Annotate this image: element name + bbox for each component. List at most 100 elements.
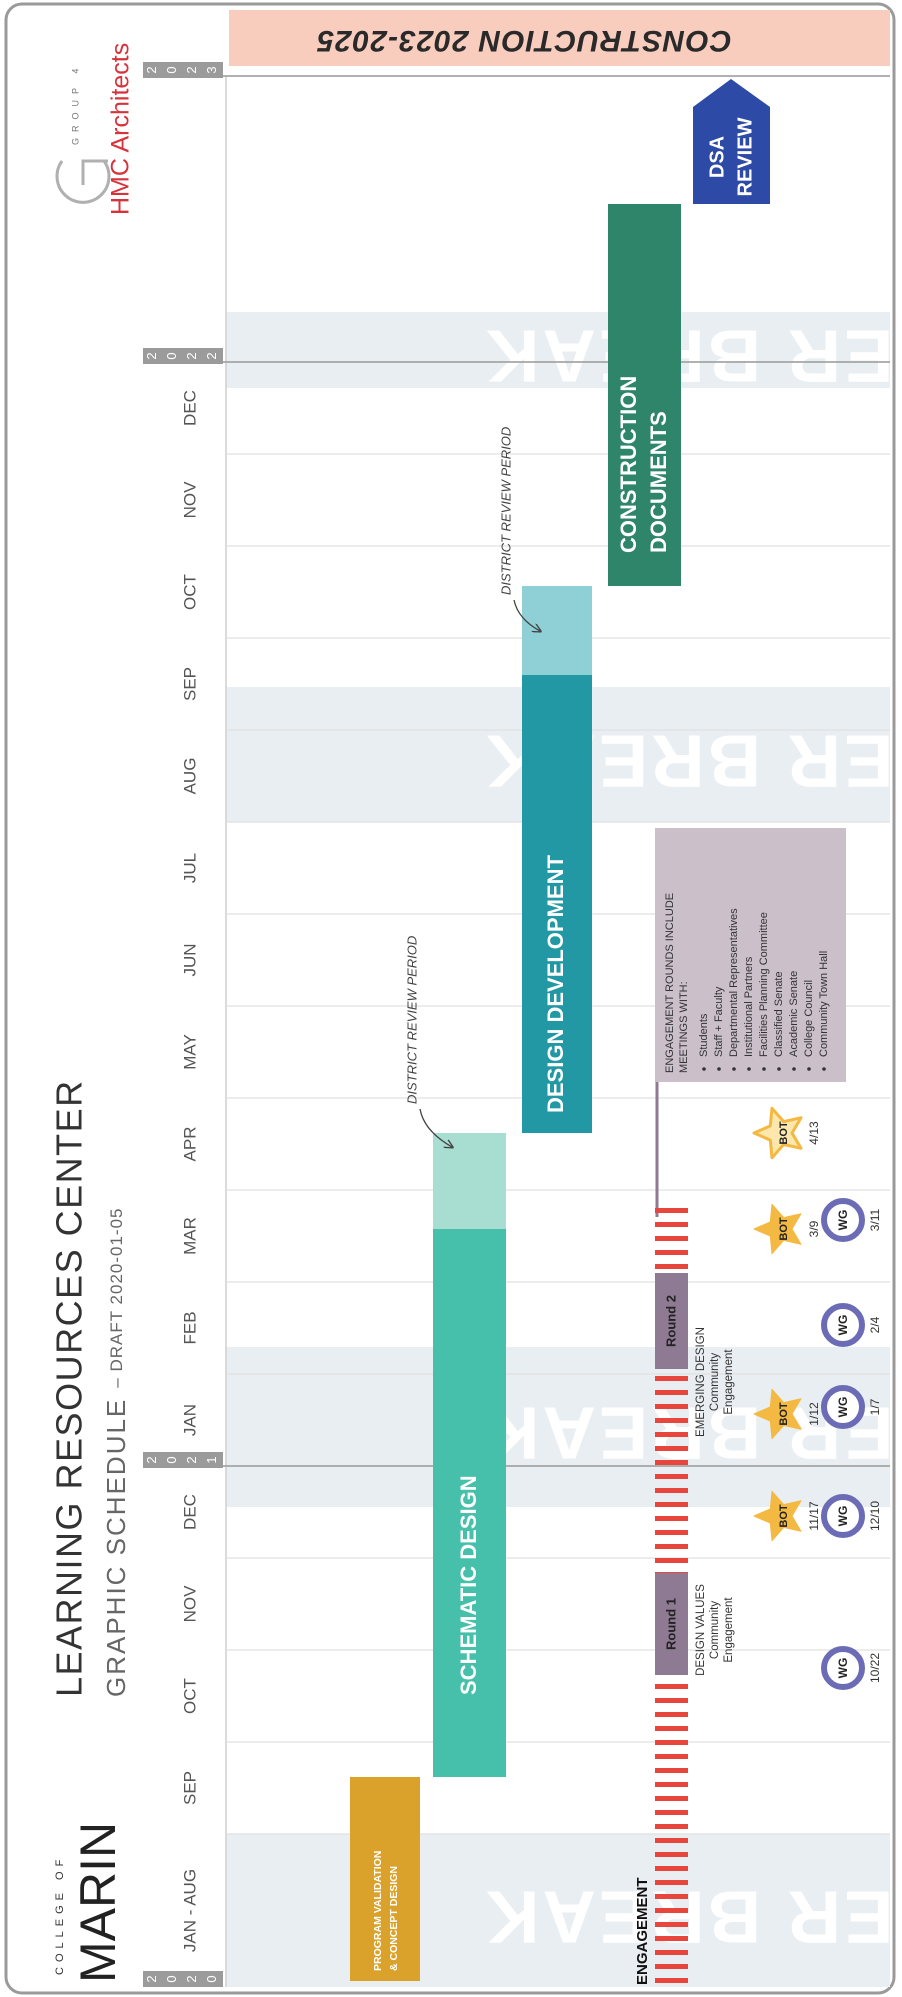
engagement-dash: [655, 1530, 688, 1535]
round-label: Round 1: [663, 1598, 678, 1650]
firm-group: GROUP 4: [70, 63, 80, 145]
firm-name: HMC Architects: [107, 43, 135, 215]
wg-date: 12/10: [868, 1501, 882, 1531]
month-label: MAR: [180, 1217, 199, 1255]
wg-date: 2/4: [868, 1316, 882, 1333]
bot-date: 4/13: [807, 1121, 821, 1145]
engagement-dash: [655, 1250, 688, 1255]
engagement-dash: [655, 1544, 688, 1549]
subtitle: GRAPHIC SCHEDULE – DRAFT 2020-01-05: [101, 1208, 131, 1698]
engagement-dash: [655, 1376, 688, 1381]
college-name: MARIN: [70, 1822, 126, 1983]
note-item: Institutional Partners: [743, 956, 755, 1057]
wg-circle: [821, 1494, 865, 1538]
engagement-dash: [655, 1446, 688, 1451]
engagement-dash: [655, 1222, 688, 1227]
engagement-dash: [655, 1460, 688, 1465]
phase-label: & CONCEPT DESIGN: [388, 1866, 400, 1971]
month-label: SEP: [180, 667, 199, 701]
wg-circle: [821, 1198, 865, 1242]
month-label: APR: [180, 1127, 199, 1162]
engagement-dash: [655, 1474, 688, 1479]
engagement-dash: [655, 1558, 688, 1563]
review-bar: [433, 1133, 506, 1229]
year-marker: [143, 62, 223, 78]
engagement-dash: [655, 1894, 688, 1899]
review-note: DISTRICT REVIEW PERIOD: [404, 936, 419, 1104]
review-bar: [522, 586, 592, 675]
engagement-dash: [655, 1264, 688, 1269]
engagement-dash: [655, 1516, 688, 1521]
note-item: Classified Senate: [773, 971, 785, 1057]
month-label: DEC: [180, 390, 199, 426]
phase-label: PROGRAM VALIDATION: [372, 1851, 384, 1971]
month-label: SEP: [180, 1771, 199, 1805]
review-arrow: [513, 599, 540, 631]
engagement-dash: [655, 1922, 688, 1927]
engagement-dash: [655, 1502, 688, 1507]
bot-star: [753, 1388, 802, 1440]
note-item: Departmental Representatives: [728, 908, 740, 1057]
engagement-dash: [655, 1936, 688, 1941]
engagement-dash: [655, 1796, 688, 1801]
construction-bar: [229, 10, 890, 66]
engagement-dash: [655, 1698, 688, 1703]
year-marker: [143, 1971, 223, 1987]
note-item: Academic Senate: [788, 971, 800, 1057]
round-text: Community: [709, 1353, 721, 1411]
bullet: [792, 1067, 796, 1071]
engagement-dash: [655, 1866, 688, 1871]
round-text: Engagement: [723, 1597, 735, 1663]
engagement-dash: [655, 1236, 688, 1241]
overlay: CONSTRUCTION 2023-2025: [229, 10, 890, 66]
engagement-dash: [655, 1824, 688, 1829]
engagement-dash: [655, 1390, 688, 1395]
bot-star: [753, 1203, 802, 1255]
engagement-dash: [655, 1964, 688, 1969]
wg-label: WG: [836, 1210, 850, 1231]
bullet: [717, 1067, 721, 1071]
draft-date: – DRAFT 2020-01-05: [107, 1208, 126, 1388]
month-label: FEB: [180, 1311, 199, 1344]
break-band: [226, 312, 890, 388]
engagement-dash: [655, 1432, 688, 1437]
round-text: EMERGING DESIGN: [695, 1327, 707, 1437]
round-label: Round 2: [663, 1295, 678, 1347]
round-text: DESIGN VALUES: [695, 1584, 707, 1676]
wg-date: 10/22: [868, 1653, 882, 1683]
note-item: Community Town Hall: [818, 951, 830, 1057]
wg-circle: [821, 1303, 865, 1347]
bullet: [747, 1067, 751, 1071]
engagement-dash: [655, 1810, 688, 1815]
engagement-dash: [655, 1208, 688, 1213]
month-label: MAY: [180, 1034, 199, 1070]
wg-label: WG: [836, 1315, 850, 1336]
engagement-dash: [655, 1712, 688, 1717]
wg-circle: [821, 1646, 865, 1690]
round-text: Community: [709, 1601, 721, 1659]
engagement-dash: [655, 1852, 688, 1857]
year-marker: [143, 348, 223, 364]
note-item: Facilities Planning Committee: [758, 912, 770, 1057]
bullet: [762, 1067, 766, 1071]
wg-date: 1/7: [868, 1398, 882, 1415]
year-marker: [143, 1452, 223, 1468]
engagement-dash: [655, 1782, 688, 1787]
bot-label: BOT: [778, 1121, 790, 1145]
phase-label: CONSTRUCTION: [616, 376, 641, 553]
note-heading: MEETINGS WITH:: [678, 981, 690, 1073]
phase-label: REVIEW: [734, 117, 756, 196]
phase-label: SCHEMATIC DESIGN: [456, 1475, 481, 1695]
bot-label: BOT: [778, 1402, 790, 1426]
engagement-label: ENGAGEMENT: [634, 1877, 651, 1985]
engagement-dash: [655, 1418, 688, 1423]
phase-bar: [350, 1777, 420, 1981]
bot-star: [752, 1106, 803, 1160]
engagement-dash: [655, 1838, 688, 1843]
month-label: JUL: [180, 853, 199, 883]
break-label: WINTER BREAK: [483, 314, 902, 397]
